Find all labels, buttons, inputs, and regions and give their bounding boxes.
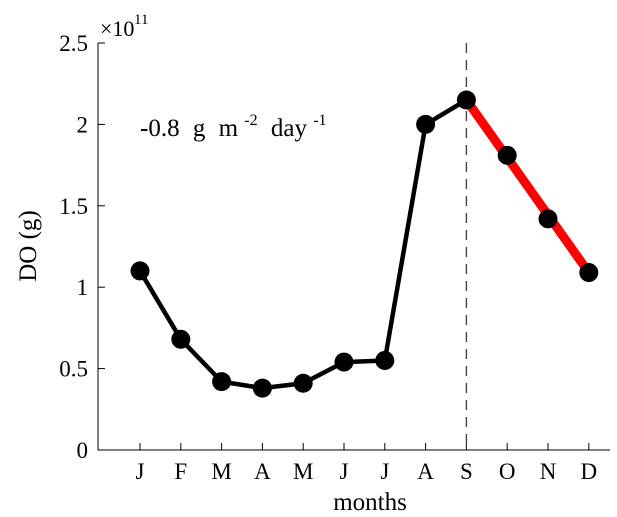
- rate-unit-day: day: [271, 115, 308, 142]
- plot-area: [97, 43, 610, 451]
- x-tick-label: J: [380, 459, 389, 484]
- y-tick-label: 2: [77, 112, 89, 137]
- y-exponent-power: 11: [134, 12, 148, 28]
- x-tick-label: F: [174, 459, 187, 484]
- x-tick-label: A: [417, 459, 434, 484]
- rate-value: -0.8: [140, 115, 180, 142]
- data-point: [456, 90, 476, 110]
- x-tick-label: S: [460, 459, 473, 484]
- x-tick-label: O: [499, 459, 516, 484]
- series-line: [138, 97, 591, 391]
- data-point: [416, 114, 436, 134]
- x-tick-label: J: [136, 459, 145, 484]
- rate-exp-day: -1: [313, 112, 326, 129]
- data-point: [334, 352, 354, 372]
- data-point: [497, 145, 517, 165]
- data-point: [252, 378, 272, 398]
- x-axis-label: months: [333, 489, 407, 516]
- y-tick-label: 0.5: [59, 357, 88, 382]
- data-point: [171, 329, 191, 349]
- series-group: [130, 90, 599, 398]
- y-tick-label: 1: [77, 275, 89, 300]
- x-tick-label: M: [211, 459, 231, 484]
- data-point: [538, 209, 558, 229]
- y-tick-label: 1.5: [59, 194, 88, 219]
- x-tick-label: M: [293, 459, 313, 484]
- y-exponent-base: ×10: [100, 16, 134, 41]
- x-tick-label: A: [254, 459, 271, 484]
- data-point: [579, 263, 599, 283]
- data-point: [212, 372, 232, 392]
- rate-unit-g: g: [193, 115, 206, 142]
- trend-line: [462, 97, 593, 276]
- y-tick-group: 0 0.5 1 1.5 2 2.5: [59, 31, 105, 463]
- rate-unit-m: m: [219, 115, 239, 142]
- data-point: [130, 261, 150, 281]
- y-tick-label: 0: [77, 438, 89, 463]
- data-point: [375, 350, 395, 370]
- y-axis-label: DO (g): [15, 210, 42, 282]
- x-tick-label: D: [580, 459, 597, 484]
- y-tick-label: 2.5: [59, 31, 88, 56]
- rate-annotation: -0.8 g m -2 day -1: [140, 104, 327, 142]
- x-tick-label: N: [540, 459, 557, 484]
- x-tick-label: J: [340, 459, 349, 484]
- data-point: [293, 373, 313, 393]
- rate-exp-m: -2: [244, 112, 257, 129]
